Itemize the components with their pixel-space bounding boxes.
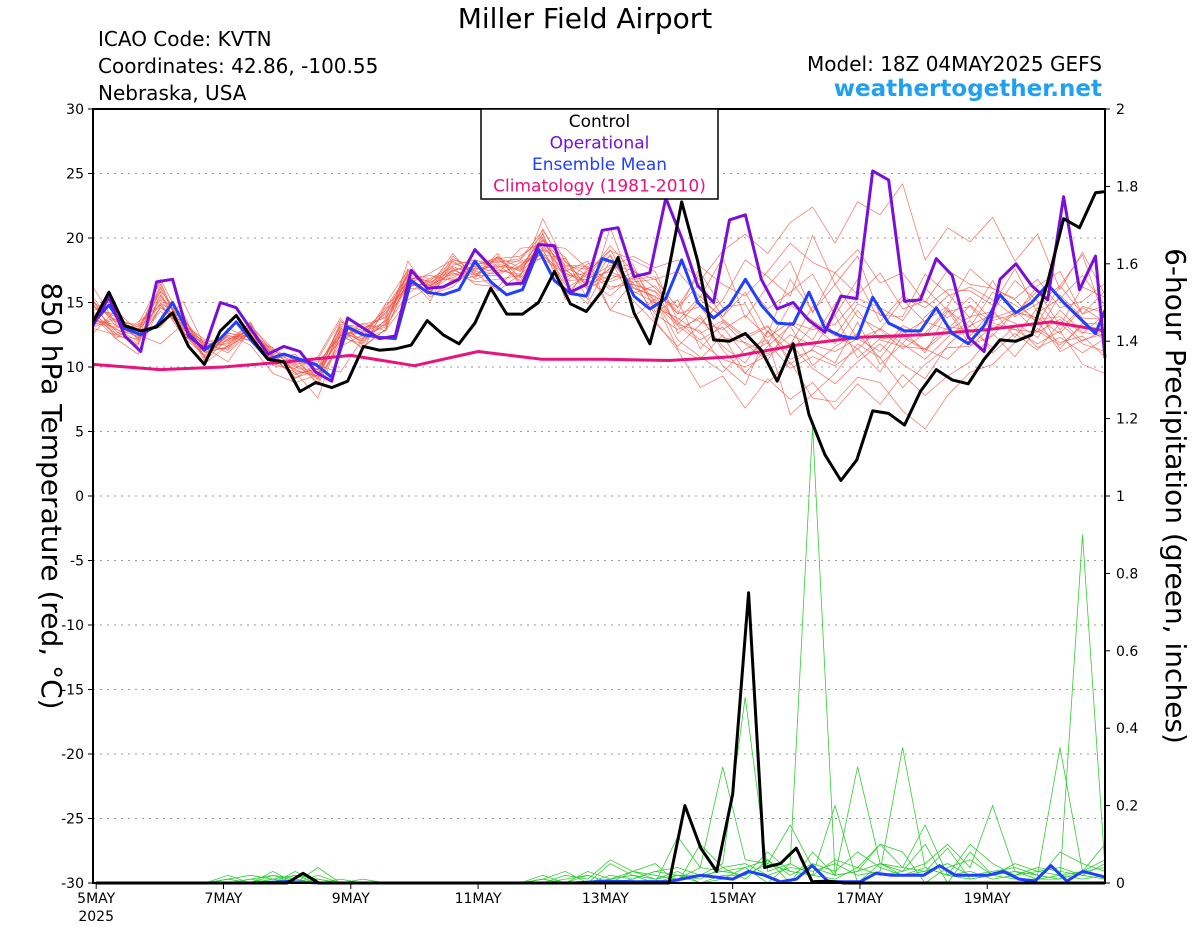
grid-lines [93,173,1105,819]
legend-item: Operational [550,134,650,154]
temp-climatology-line [92,320,1106,372]
location: Nebraska, USA [98,81,247,105]
x-tick-label: 13MAY [582,891,629,907]
temperature-member-line [92,231,1106,386]
icao-code: ICAO Code: KVTN [98,27,272,51]
y-tick-label: -10 [61,618,84,634]
legend-item: Ensemble Mean [532,155,667,175]
x-tick-label: 5MAY [77,891,115,907]
right-axis: 2 1.8 1.6 1.4 1.2 1 0.8 0.6 0.4 0.2 0 [1105,102,1138,892]
precip-member-line [93,804,1106,884]
y2-tick-label: 1.8 [1116,179,1138,195]
y2-axis-label: 6-hour Precipitation (green, inches) [1159,248,1192,744]
precip-member-line [93,766,1106,884]
y2-tick-label: 2 [1116,102,1125,118]
y-tick-label: -15 [61,683,84,699]
temperature-member-line [92,240,1106,384]
temperature-member-lines [92,183,1106,430]
x-tick-label: 17MAY [836,891,883,907]
temp-control-line [91,190,1106,482]
legend-box [480,108,719,200]
precip-member-lines [93,426,1106,884]
y2-tick-label: 0 [1116,876,1125,892]
y-tick-label: -30 [61,876,84,892]
y2-tick-label: 0.8 [1116,566,1138,582]
x-axis: 5MAY 2025 7MAY 9MAY 11MAY 13MAY 15MAY 17MAY 19MA… [77,883,1011,925]
y2-tick-label: 1.2 [1116,412,1138,428]
y2-tick-label: 1.6 [1116,257,1138,273]
site-link[interactable]: weathertogether.net [833,76,1102,102]
y-tick-label: 5 [75,425,84,441]
y-tick-label: 20 [66,231,84,247]
y2-tick-label: 0.6 [1116,644,1138,660]
precip-member-line [93,747,1106,884]
precip-control-line [96,591,1105,885]
left-axis: 30 25 20 15 10 5 0 -5 -10 -15 -20 -25 -30 [61,102,93,892]
x-tick-label: 7MAY [204,891,242,907]
y-tick-label: 30 [66,102,84,118]
legend-item: Climatology (1981-2010) [493,177,706,197]
x-tick-sublabel: 2025 [78,909,114,925]
coordinates: Coordinates: 42.86, -100.55 [98,54,379,78]
x-tick-label: 9MAY [332,891,370,907]
precip-member-line [93,766,1106,884]
y2-tick-label: 0.4 [1116,721,1138,737]
temperature-member-line [92,238,1106,365]
precip-member-line [93,534,1106,884]
y-tick-label: 25 [66,167,84,183]
y-tick-label: -25 [61,812,84,828]
main-series-lines [91,169,1107,885]
legend-item: Control [569,112,630,132]
temperature-member-line [92,234,1106,380]
precip-member-line [93,426,1106,884]
temperature-member-line [92,246,1106,416]
x-tick-label: 11MAY [455,891,502,907]
precip-member-line [93,804,1106,884]
x-tick-label: 15MAY [709,891,756,907]
model-info: Model: 18Z 04MAY2025 GEFS [807,52,1102,76]
x-tick-label: 19MAY [964,891,1011,907]
y-tick-label: -20 [61,747,84,763]
y2-tick-label: 1 [1116,489,1125,505]
y-axis-label: 850 hPa Temperature (red, °C) [35,282,68,709]
y-tick-label: 0 [75,489,84,505]
y2-tick-label: 0.2 [1116,799,1138,815]
y-tick-label: -5 [70,554,84,570]
precip-member-line [93,747,1106,884]
temp-operational-line [91,169,1107,383]
y-tick-label: 10 [66,360,84,376]
y2-tick-label: 1.4 [1116,334,1138,350]
page-title: Miller Field Airport [457,2,713,35]
y-tick-label: 15 [66,296,84,312]
temperature-member-line [92,228,1106,381]
